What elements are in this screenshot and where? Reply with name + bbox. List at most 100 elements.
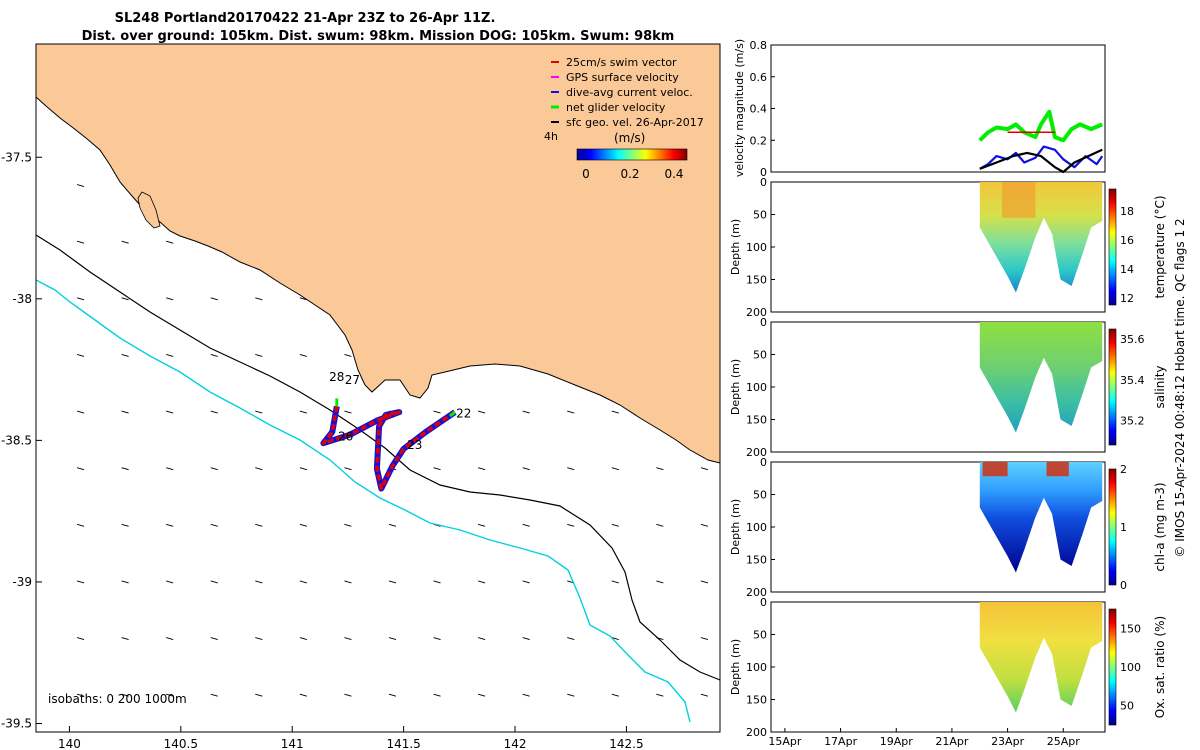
current-arrow — [121, 637, 129, 641]
current-arrow — [522, 693, 530, 697]
current-arrow — [166, 297, 174, 301]
current-arrow — [477, 693, 486, 697]
day-label: 22 — [456, 407, 471, 421]
current-arrow — [700, 580, 709, 584]
current-arrow — [344, 410, 352, 414]
current-arrow — [299, 467, 307, 471]
depth-panel: 0 50 100 150 200 Depth (m) 50 100 150 Ox. sat. ra… — [729, 596, 1167, 739]
map-x-ticks: 140 140.5 141 141.5 142 142.5 — [58, 726, 644, 750]
current-arrow — [210, 580, 218, 584]
scale-label: 4h — [544, 130, 558, 143]
current-arrow — [299, 637, 307, 641]
current-arrow — [656, 693, 664, 697]
depth-colorbar-label: chl-a (mg m-3) — [1153, 482, 1167, 571]
day-label: 26 — [338, 429, 353, 443]
chl-max-patch — [982, 462, 1008, 477]
time-tick-label: 25Apr — [1047, 735, 1081, 748]
current-arrow — [76, 410, 85, 414]
depth-colorbar-tick-label: 1 — [1120, 521, 1127, 534]
current-arrow — [255, 353, 263, 357]
map-x-tick-label: 142.5 — [609, 737, 643, 750]
velocity-y-tick-label: 0.2 — [750, 134, 768, 147]
current-arrow — [433, 410, 441, 414]
day-label: 27 — [345, 373, 360, 387]
depth-colorbar-label: salinity — [1153, 365, 1167, 408]
day-labels: 22 23 26 28 27 — [329, 370, 471, 452]
legend-label-geo: sfc geo. vel. 26-Apr-2017 — [566, 116, 704, 129]
depth-colorbar-label: Ox. sat. ratio (%) — [1153, 616, 1167, 718]
current-arrow — [166, 580, 174, 584]
depth-y-tick-label: 0 — [760, 596, 767, 609]
map-x-tick-label: 140 — [58, 737, 81, 750]
glider-track — [320, 398, 457, 492]
velocity-y-tick-label: 0.8 — [750, 39, 768, 52]
current-arrow — [433, 637, 441, 641]
current-arrow — [121, 297, 129, 301]
current-arrow — [567, 467, 575, 471]
map-frame — [35, 43, 721, 733]
current-arrow — [121, 580, 129, 584]
depth-ylabel: Depth (m) — [729, 639, 742, 695]
time-tick-label: 21Apr — [935, 735, 969, 748]
current-arrow — [299, 410, 307, 414]
current-arrow — [344, 353, 352, 357]
depth-colorbar-tick-label: 35.2 — [1120, 415, 1145, 428]
current-arrow — [344, 523, 352, 527]
current-arrow — [76, 184, 85, 188]
chl-max-patch — [1046, 462, 1069, 477]
map-x-tick-label: 141 — [281, 737, 304, 750]
depth-ylabel: Depth (m) — [729, 499, 742, 555]
map-legend: 25cm/s swim vector GPS surface velocity … — [544, 56, 704, 181]
current-arrow — [433, 467, 441, 471]
current-arrow — [299, 580, 307, 584]
depth-panel: 0 50 100 150 200 Depth (m) 0 1 2 chl-a (mg m-3) — [729, 456, 1167, 599]
depth-y-tick-label: 0 — [760, 456, 767, 469]
current-arrow — [255, 693, 263, 697]
current-arrow — [388, 523, 397, 527]
track-swim — [321, 406, 456, 491]
map-colorbar-tick-label: 0 — [582, 167, 590, 181]
velocity-y-tick-label: 0.6 — [750, 71, 768, 84]
current-arrow — [255, 523, 263, 527]
current-arrow — [522, 523, 530, 527]
current-arrow — [255, 580, 263, 584]
depth-ylabel: Depth (m) — [729, 359, 742, 415]
current-arrow — [255, 297, 263, 301]
depth-colorbar-tick-label: 18 — [1120, 205, 1134, 218]
current-arrow — [121, 467, 129, 471]
current-arrow — [299, 353, 307, 357]
current-arrow — [299, 693, 307, 697]
current-arrow — [76, 297, 85, 301]
current-arrow — [210, 467, 218, 471]
map-colorbar-tick-label: 0.2 — [620, 167, 639, 181]
depth-y-tick-label: 50 — [753, 349, 767, 362]
isobath-200m — [35, 234, 721, 681]
current-arrow — [656, 523, 664, 527]
current-arrow — [700, 637, 709, 641]
legend-label-net: net glider velocity — [566, 101, 666, 114]
depth-colorbar-tick-label: 50 — [1120, 700, 1134, 713]
depth-colorbar-tick-label: 14 — [1120, 263, 1134, 276]
depth-colorbar-label: temperature (°C) — [1153, 196, 1167, 299]
current-arrow — [210, 297, 218, 301]
current-arrow — [433, 580, 441, 584]
current-arrow — [210, 693, 218, 697]
current-arrow — [611, 467, 619, 471]
current-arrow — [522, 637, 530, 641]
figure-title-line1: SL248 Portland20170422 21-Apr 23Z to 26-… — [115, 11, 496, 26]
current-arrow — [166, 467, 174, 471]
current-arrow — [567, 410, 575, 414]
current-arrow — [700, 523, 709, 527]
legend-label-swim: 25cm/s swim vector — [566, 56, 677, 69]
depth-y-tick-label: 100 — [746, 661, 767, 674]
velocity-frame — [770, 44, 1106, 173]
depth-y-tick-label: 100 — [746, 241, 767, 254]
time-tick-label: 23Apr — [991, 735, 1025, 748]
current-arrow — [700, 693, 709, 697]
current-arrow — [166, 240, 174, 244]
current-arrow — [477, 467, 486, 471]
current-arrow — [522, 410, 530, 414]
current-arrow — [121, 693, 129, 697]
